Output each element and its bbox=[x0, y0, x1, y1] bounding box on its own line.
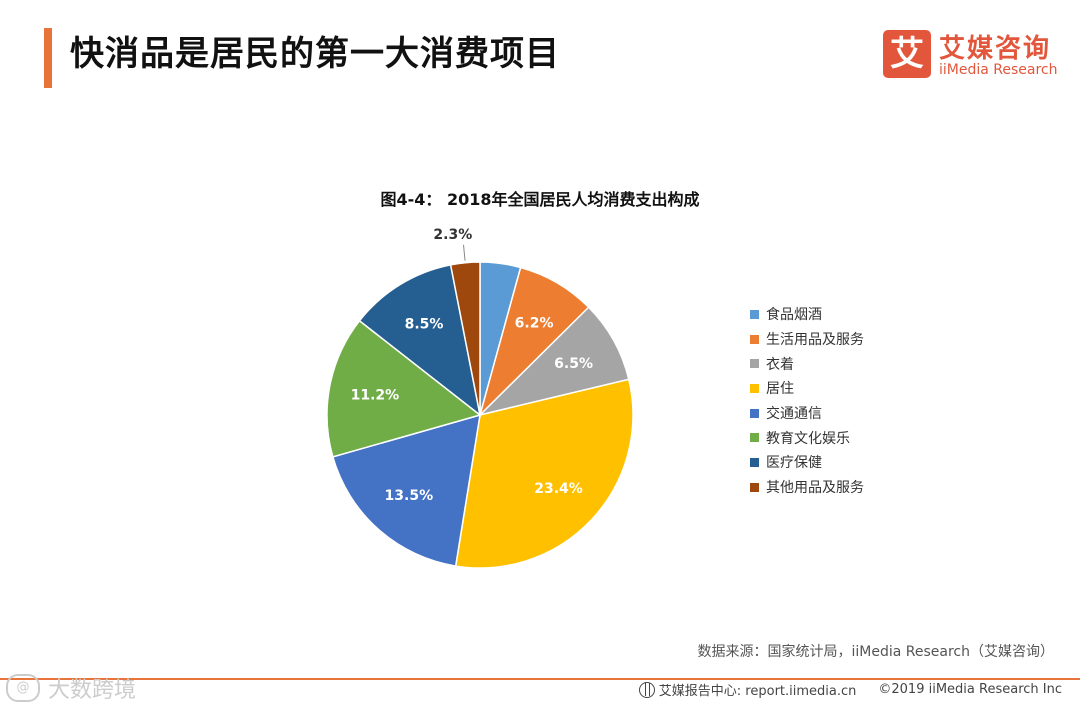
pie-slice-7 bbox=[449, 261, 481, 416]
legend-swatch-2 bbox=[750, 359, 759, 369]
legend-swatch-6 bbox=[750, 457, 759, 467]
legend-item-1: 生活用品及服务 bbox=[750, 327, 864, 352]
legend-label-2: 衣着 bbox=[766, 356, 794, 373]
legend-item-7: 其他用品及服务 bbox=[750, 475, 864, 500]
copyright-text: ©2019 iiMedia Research Inc bbox=[878, 682, 1062, 697]
title-accent-bar bbox=[44, 28, 52, 88]
watermark-symbol: @ bbox=[6, 674, 40, 702]
pie-slice-4 bbox=[331, 413, 481, 567]
pie-slice-6 bbox=[358, 263, 482, 417]
legend-label-4: 交通通信 bbox=[766, 406, 822, 423]
report-center-link[interactable]: 艾媒报告中心: report.iimedia.cn bbox=[658, 684, 857, 699]
slice-label-6: 8.5% bbox=[405, 317, 444, 333]
leader-line-7 bbox=[463, 244, 466, 261]
pie-slice-3 bbox=[454, 378, 634, 569]
legend-swatch-3 bbox=[750, 383, 759, 393]
legend-label-1: 生活用品及服务 bbox=[766, 332, 864, 349]
legend-item-0: 食品烟酒 bbox=[750, 302, 864, 327]
legend-label-0: 食品烟酒 bbox=[766, 307, 822, 324]
footer-divider bbox=[0, 678, 1080, 680]
legend-item-2: 衣着 bbox=[750, 351, 864, 376]
legend-item-3: 居住 bbox=[750, 376, 864, 401]
slice-label-2: 6.5% bbox=[554, 356, 593, 372]
iimedia-logo: 艾 艾媒咨询 iiMedia Research bbox=[883, 30, 1058, 82]
legend-swatch-1 bbox=[750, 334, 759, 344]
pie-slice-5 bbox=[326, 319, 482, 458]
slice-label-4: 13.5% bbox=[385, 488, 434, 504]
legend-label-7: 其他用品及服务 bbox=[766, 480, 864, 497]
legend-swatch-5 bbox=[750, 433, 759, 443]
legend-label-3: 居住 bbox=[766, 381, 794, 398]
legend-label-5: 教育文化娱乐 bbox=[766, 430, 850, 447]
logo-cn-text: 艾媒咨询 bbox=[939, 34, 1052, 64]
chart-title: 图4-4： 2018年全国居民人均消费支出构成 bbox=[380, 190, 700, 209]
logo-mark: 艾 bbox=[883, 30, 931, 78]
slice-label-5: 11.2% bbox=[351, 387, 400, 403]
legend-swatch-4 bbox=[750, 408, 759, 418]
legend-label-6: 医疗保健 bbox=[766, 455, 822, 472]
legend-item-4: 交通通信 bbox=[750, 401, 864, 426]
legend-item-6: 医疗保健 bbox=[750, 450, 864, 475]
legend-item-5: 教育文化娱乐 bbox=[750, 425, 864, 450]
slice-label-3: 23.4% bbox=[534, 481, 583, 497]
slice-label-1: 6.2% bbox=[515, 316, 554, 332]
slice-label-7: 2.3% bbox=[433, 227, 472, 243]
legend-swatch-7 bbox=[750, 482, 759, 492]
footer-info: 艾媒报告中心: report.iimedia.cn ©2019 iiMedia … bbox=[638, 680, 1062, 699]
watermark: @ 大数跨境 bbox=[6, 672, 136, 704]
watermark-text: 大数跨境 bbox=[48, 678, 137, 703]
globe-icon bbox=[638, 681, 655, 698]
data-source: 数据来源：国家统计局，iiMedia Research（艾媒咨询） bbox=[697, 644, 1055, 660]
page-title: 快消品是居民的第一大消费项目 bbox=[70, 34, 560, 74]
logo-en-text: iiMedia Research bbox=[939, 62, 1058, 78]
chart-legend: 食品烟酒生活用品及服务 衣着居住交通通信教育文化娱乐 医疗保健其他用品及服务 bbox=[750, 302, 864, 500]
legend-swatch-0 bbox=[750, 309, 759, 319]
